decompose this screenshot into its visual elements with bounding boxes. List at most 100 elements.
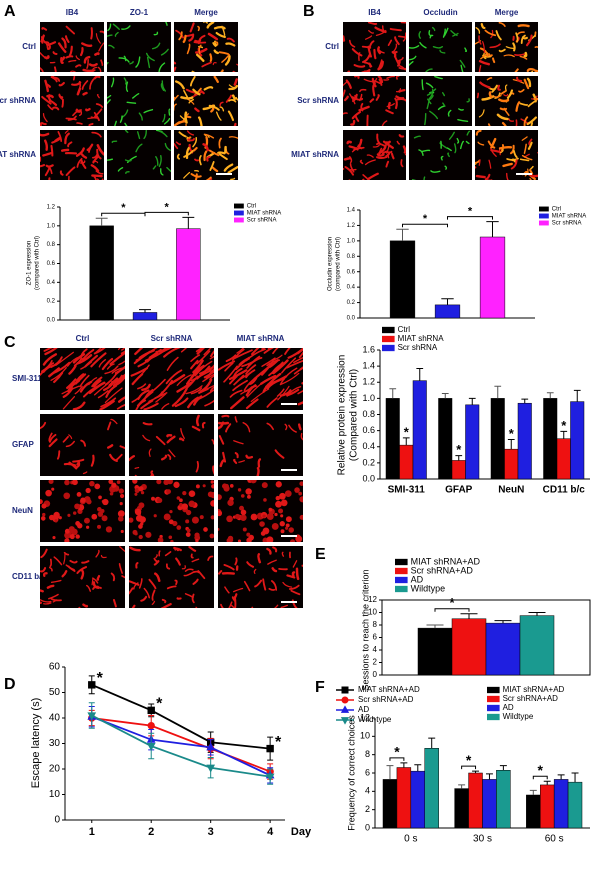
texture: [210, 500, 214, 507]
micrograph: [409, 130, 472, 180]
y-tick-label: 1.2: [362, 377, 375, 387]
bar: [396, 767, 412, 829]
bar: [412, 380, 427, 480]
texture: [343, 89, 346, 98]
texture: [80, 497, 86, 503]
texture: [203, 348, 212, 356]
texture: [167, 480, 173, 485]
texture: [385, 151, 391, 158]
texture: [78, 80, 81, 90]
error-bar: [494, 385, 502, 399]
texture: [229, 538, 234, 542]
texture: [400, 22, 406, 24]
texture: [498, 98, 510, 103]
texture: [528, 138, 533, 146]
texture: [195, 538, 199, 542]
texture: [533, 97, 538, 101]
texture: [83, 55, 91, 64]
texture: [52, 51, 58, 55]
texture: [288, 584, 300, 590]
texture: [93, 382, 109, 396]
bar: [438, 398, 453, 480]
texture: [227, 110, 235, 122]
texture: [140, 399, 154, 410]
micrograph: [409, 22, 472, 72]
texture: [60, 57, 64, 64]
texture: [284, 348, 291, 355]
bar: [540, 784, 555, 829]
texture: [425, 68, 433, 72]
texture: [266, 378, 285, 390]
texture: [439, 49, 446, 54]
texture: [217, 151, 226, 155]
micrograph-bg: [218, 480, 303, 542]
texture: [160, 48, 169, 56]
texture: [504, 84, 508, 92]
column-label: Ctrl: [76, 334, 90, 343]
texture: [464, 47, 468, 53]
texture: [90, 352, 107, 368]
texture: [40, 362, 55, 376]
micrograph: [409, 76, 472, 126]
texture: [174, 61, 177, 65]
texture: [143, 130, 147, 140]
texture: [207, 177, 213, 180]
texture: [58, 81, 65, 87]
texture: [99, 30, 104, 34]
texture: [67, 513, 71, 517]
legend-label: MIAT shRNA: [398, 334, 445, 343]
texture: [238, 460, 245, 463]
texture: [187, 396, 200, 409]
texture: [107, 61, 109, 65]
texture: [480, 52, 489, 60]
texture: [466, 130, 471, 136]
texture: [44, 348, 58, 356]
texture: [50, 144, 54, 157]
texture: [389, 27, 402, 32]
texture: [101, 178, 104, 180]
panel-label: A: [4, 3, 16, 20]
texture: [51, 487, 55, 491]
texture: [240, 494, 245, 498]
texture: [76, 460, 81, 466]
texture: [125, 81, 129, 92]
texture: [236, 348, 245, 354]
texture: [162, 348, 173, 353]
texture: [346, 140, 352, 145]
error-bar: [416, 368, 424, 381]
texture: [411, 179, 417, 180]
texture: [229, 484, 234, 488]
legend-swatch: [395, 576, 408, 584]
texture: [190, 354, 201, 363]
texture: [286, 386, 302, 397]
texture: [236, 63, 238, 66]
y-tick-label: 1.4: [362, 361, 375, 371]
micrograph: [343, 130, 406, 180]
y-axis-label: Relative protein expression: [337, 355, 348, 476]
texture: [94, 52, 100, 56]
texture: [192, 146, 198, 152]
texture: [190, 387, 203, 395]
bar: [543, 398, 558, 480]
texture: [402, 32, 406, 42]
texture: [377, 76, 384, 84]
texture: [506, 172, 509, 180]
y-tick-label: 10: [368, 608, 377, 617]
texture: [64, 132, 70, 145]
texture: [271, 580, 278, 591]
texture: [42, 113, 48, 123]
texture: [174, 80, 185, 90]
texture: [271, 522, 279, 530]
micrograph-bg: [40, 130, 104, 180]
texture: [372, 144, 380, 148]
texture: [203, 150, 208, 162]
texture: [174, 94, 179, 102]
texture: [285, 523, 290, 528]
texture: [526, 116, 538, 126]
texture: [356, 97, 364, 101]
texture: [42, 39, 49, 49]
texture: [166, 435, 176, 444]
texture: [90, 69, 96, 72]
texture: [381, 120, 388, 126]
texture: [266, 397, 278, 408]
